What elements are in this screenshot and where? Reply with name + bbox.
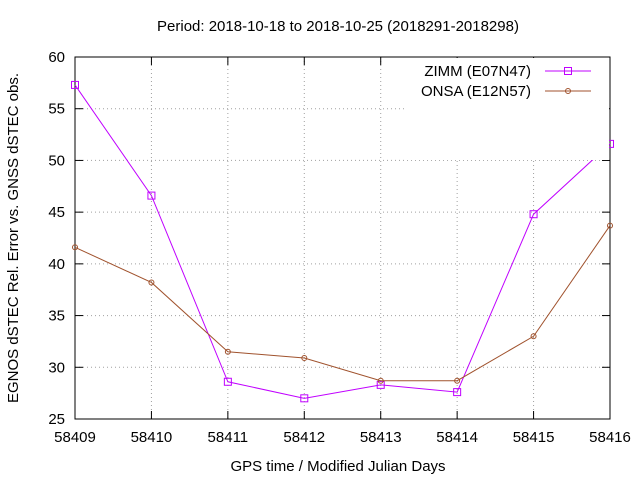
data-point bbox=[453, 388, 462, 397]
x-tick-label: 58410 bbox=[131, 429, 173, 446]
data-point bbox=[301, 354, 308, 361]
axis-ticks: 25 30 35 40 45 50 55 60 58409 58410 58411 58412 5841… bbox=[48, 49, 631, 446]
x-tick-label: 58415 bbox=[513, 429, 555, 446]
data-point bbox=[224, 348, 231, 355]
x-axis-label: GPS time / Modified Julian Days bbox=[230, 458, 445, 475]
data-point bbox=[377, 377, 384, 384]
x-tick-label: 58413 bbox=[360, 429, 402, 446]
legend-label: ONSA (E12N57) bbox=[421, 83, 531, 100]
x-tick-label: 58416 bbox=[589, 429, 631, 446]
legend-marker bbox=[565, 88, 571, 94]
legend-label: ZIMM (E07N47) bbox=[424, 63, 531, 80]
data-point bbox=[223, 377, 232, 386]
x-tick-label: 58414 bbox=[436, 429, 478, 446]
data-point bbox=[376, 380, 385, 389]
y-tick-label: 25 bbox=[48, 411, 65, 428]
y-tick-label: 35 bbox=[48, 308, 65, 325]
data-point bbox=[530, 333, 537, 340]
legend-marker bbox=[564, 67, 572, 75]
y-tick-label: 50 bbox=[48, 152, 65, 169]
y-axis-label: EGNOS dSTEC Rel. Error vs. GNSS dSTEC ob… bbox=[5, 73, 22, 403]
data-point bbox=[148, 279, 155, 286]
data-point bbox=[71, 80, 79, 89]
series-line-1 bbox=[74, 84, 611, 399]
data-point bbox=[454, 377, 461, 384]
x-tick-label: 58412 bbox=[283, 429, 325, 446]
y-tick-label: 55 bbox=[48, 101, 65, 118]
y-tick-label: 45 bbox=[48, 204, 65, 221]
legend: ZIMM (E07N47) ONSA (E12N57) bbox=[405, 58, 609, 160]
data-point bbox=[147, 191, 156, 200]
data-point bbox=[607, 222, 613, 229]
legend-background bbox=[405, 58, 609, 160]
data-point bbox=[300, 394, 309, 403]
data-point bbox=[529, 210, 538, 219]
y-tick-label: 40 bbox=[48, 256, 65, 273]
x-tick-label: 58411 bbox=[208, 429, 249, 446]
y-tick-label: 30 bbox=[48, 359, 65, 376]
x-tick-label: 58409 bbox=[54, 429, 96, 446]
plot-frame bbox=[74, 56, 611, 420]
y-tick-label: 60 bbox=[48, 49, 65, 66]
chart-title: Period: 2018-10-18 to 2018-10-25 (201829… bbox=[157, 18, 519, 35]
series-line-2 bbox=[74, 225, 611, 382]
data-point bbox=[72, 244, 78, 251]
